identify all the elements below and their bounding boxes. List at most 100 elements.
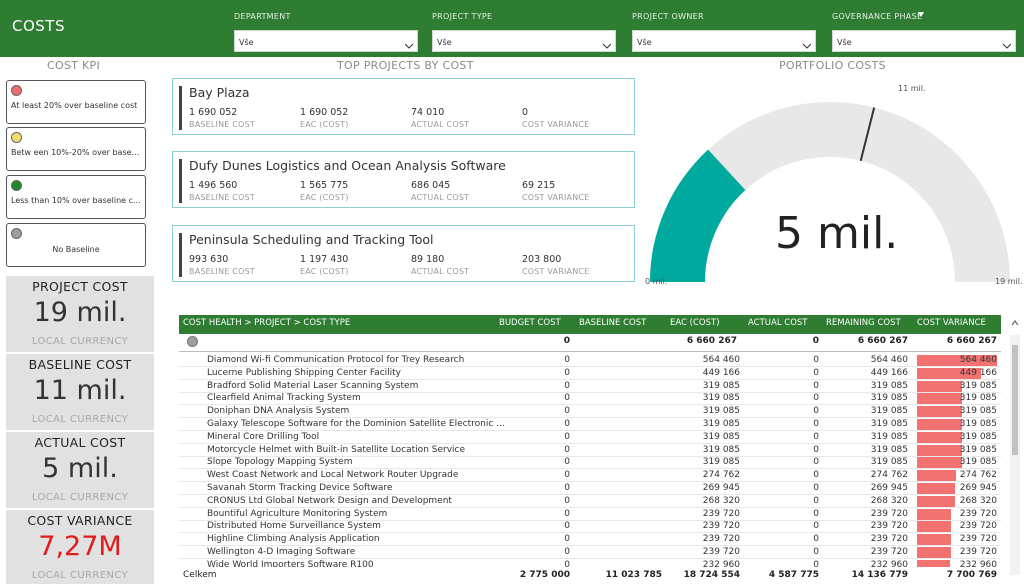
top-projects-title: TOP PROJECTS BY COST bbox=[337, 59, 474, 72]
project-owner-select[interactable]: Vše bbox=[632, 30, 816, 52]
variance-bar bbox=[917, 406, 963, 418]
kpi-legend-under-10[interactable]: Less than 10% over baseline c... bbox=[6, 175, 146, 219]
variance-bar bbox=[917, 521, 951, 533]
eac-cell: 319 085 bbox=[702, 419, 740, 429]
remaining-cell: 274 762 bbox=[870, 470, 908, 481]
budget-cell: 0 bbox=[564, 355, 570, 365]
variance-bar bbox=[917, 508, 951, 520]
filter-value: Vše bbox=[837, 38, 852, 47]
metric-value: 7,27M bbox=[38, 531, 122, 562]
page-title: COSTS bbox=[12, 17, 65, 35]
table-row[interactable]: Mineral Core Drilling Tool 0 319 085 0 319 0… bbox=[179, 431, 1001, 444]
table-row[interactable]: West Coast Network and Local Network Rou… bbox=[179, 469, 1001, 483]
remaining-cell: 239 720 bbox=[870, 534, 908, 545]
col-header-cost-health[interactable]: COST HEALTH > PROJECT > COST TYPE bbox=[183, 318, 351, 328]
table-row[interactable]: Galaxy Telescope Software for the Domini… bbox=[179, 418, 1001, 431]
table-row[interactable]: Distributed Home Surveillance System 0 239… bbox=[179, 520, 1001, 534]
variance-bar bbox=[917, 457, 963, 469]
actual-cell: 0 bbox=[813, 406, 819, 417]
project-card-bay-plaza[interactable]: Bay Plaza 1 690 052 1 690 052 74 010 0 B… bbox=[172, 78, 635, 135]
col-header-budget[interactable]: BUDGET COST bbox=[499, 318, 561, 328]
group-remaining: 6 660 267 bbox=[857, 336, 908, 346]
filter-label: GOVERNANCE PHASE bbox=[832, 12, 923, 21]
remaining-cell: 319 085 bbox=[870, 457, 908, 468]
kpi-legend-no-baseline[interactable]: No Baseline bbox=[6, 223, 146, 267]
portfolio-gauge bbox=[650, 102, 1010, 282]
table-row[interactable]: CRONUS Ltd Global Network Design and Dev… bbox=[179, 495, 1001, 508]
total-eac: 18 724 554 bbox=[683, 570, 740, 580]
department-select[interactable]: Vše bbox=[234, 30, 418, 52]
eac-cell: 239 720 bbox=[702, 534, 740, 545]
table-row[interactable]: Doniphan DNA Analysis System 0 319 085 0 319… bbox=[179, 405, 1001, 419]
table-row[interactable]: Diamond Wi-fi Communication Protocol for… bbox=[179, 354, 1001, 367]
table-scrollbar[interactable] bbox=[1010, 335, 1020, 575]
budget-cell: 0 bbox=[564, 367, 570, 378]
table-row[interactable]: Wellington 4-D Imaging Software 0 239 720 0… bbox=[179, 546, 1001, 559]
eac-label: EAC (COST) bbox=[300, 193, 349, 202]
total-budget: 2 775 000 bbox=[519, 570, 570, 580]
variance-cell: 232 960 bbox=[959, 559, 997, 567]
col-header-variance[interactable]: COST VARIANCE bbox=[917, 318, 986, 328]
kpi-legend-text: No Baseline bbox=[52, 245, 100, 254]
variance-bar bbox=[917, 431, 963, 443]
metric-unit: LOCAL CURRENCY bbox=[31, 414, 129, 425]
card-accent bbox=[179, 233, 182, 277]
col-header-actual[interactable]: ACTUAL COST bbox=[748, 318, 808, 328]
actual-cell: 0 bbox=[813, 457, 819, 468]
budget-cell: 0 bbox=[564, 380, 570, 391]
total-variance: 7 700 769 bbox=[946, 570, 997, 580]
variance-cell: 268 320 bbox=[959, 495, 997, 506]
kpi-legend-10-20[interactable]: Betw een 10%-20% over baseli... bbox=[6, 127, 146, 171]
scrollbar-thumb[interactable] bbox=[1012, 345, 1018, 455]
actual-cell: 0 bbox=[813, 470, 819, 481]
table-row[interactable]: Savanah Storm Tracking Device Software 0 2… bbox=[179, 482, 1001, 495]
scroll-up-icon[interactable] bbox=[1010, 318, 1020, 328]
kpi-legend-over-20[interactable]: At least 20% over baseline cost bbox=[6, 80, 146, 124]
col-header-remaining[interactable]: REMAINING COST bbox=[826, 318, 901, 328]
gauge-target-marker bbox=[859, 107, 876, 162]
gauge-target-label: 11 mil. bbox=[898, 84, 926, 93]
metric-unit: LOCAL CURRENCY bbox=[31, 492, 129, 503]
project-name-cell: Bradford Solid Material Laser Scanning S… bbox=[207, 380, 419, 391]
table-row[interactable]: Lucerne Publishing Shipping Center Facil… bbox=[179, 367, 1001, 380]
table-row[interactable]: Clearfield Animal Tracking System 0 319 08… bbox=[179, 392, 1001, 406]
gauge-track bbox=[650, 102, 1010, 282]
budget-cell: 0 bbox=[564, 393, 570, 404]
totals-row: Celkem 2 775 000 11 023 785 18 724 554 4… bbox=[179, 567, 1001, 584]
governance-phase-select[interactable]: Vše bbox=[832, 30, 1016, 52]
actual-cell: 0 bbox=[813, 393, 819, 404]
project-card-peninsula[interactable]: Peninsula Scheduling and Tracking Tool 9… bbox=[172, 225, 635, 282]
table-row[interactable]: Highline Climbing Analysis Application 0 2… bbox=[179, 533, 1001, 547]
group-row-no-baseline[interactable]: 0 6 660 267 0 6 660 267 6 660 267 bbox=[179, 334, 1001, 352]
gauge-fill bbox=[650, 149, 746, 282]
budget-cell: 0 bbox=[564, 521, 570, 532]
remaining-cell: 239 720 bbox=[870, 521, 908, 532]
project-card-dufy-dunes[interactable]: Dufy Dunes Logistics and Ocean Analysis … bbox=[172, 151, 635, 208]
project-name-cell: Highline Climbing Analysis Application bbox=[207, 534, 380, 545]
eac-cell: 449 166 bbox=[702, 367, 740, 378]
baseline-value: 1 690 052 bbox=[189, 107, 238, 118]
project-name-cell: Bountiful Agriculture Monitoring System bbox=[207, 508, 388, 519]
eac-cell: 319 085 bbox=[702, 393, 740, 404]
remaining-cell: 269 945 bbox=[870, 483, 908, 493]
budget-cell: 0 bbox=[564, 419, 570, 429]
col-header-baseline[interactable]: BASELINE COST bbox=[579, 318, 647, 328]
table-row[interactable]: Bountiful Agriculture Monitoring System 0… bbox=[179, 508, 1001, 521]
budget-cell: 0 bbox=[564, 470, 570, 481]
actual-value: 74 010 bbox=[411, 107, 445, 118]
eac-cell: 319 085 bbox=[702, 431, 740, 442]
baseline-label: BASELINE COST bbox=[189, 193, 255, 202]
actual-label: ACTUAL COST bbox=[411, 193, 470, 202]
variance-cell: 319 085 bbox=[959, 457, 997, 468]
table-row[interactable]: Bradford Solid Material Laser Scanning S… bbox=[179, 380, 1001, 393]
col-header-eac[interactable]: EAC (COST) bbox=[670, 318, 720, 328]
project-type-select[interactable]: Vše bbox=[432, 30, 616, 52]
actual-cell: 0 bbox=[813, 534, 819, 545]
table-row[interactable]: Slope Topology Mapping System 0 319 085 0 31… bbox=[179, 456, 1001, 470]
filter-label: PROJECT OWNER bbox=[632, 12, 704, 21]
budget-cell: 0 bbox=[564, 406, 570, 417]
variance-label: COST VARIANCE bbox=[522, 267, 590, 276]
table-row[interactable]: Wide World Importers Software R100 0 232 9… bbox=[179, 559, 1001, 567]
table-row[interactable]: Motorcycle Helmet with Built-in Satellit… bbox=[179, 444, 1001, 457]
actual-value: 686 045 bbox=[411, 180, 451, 191]
